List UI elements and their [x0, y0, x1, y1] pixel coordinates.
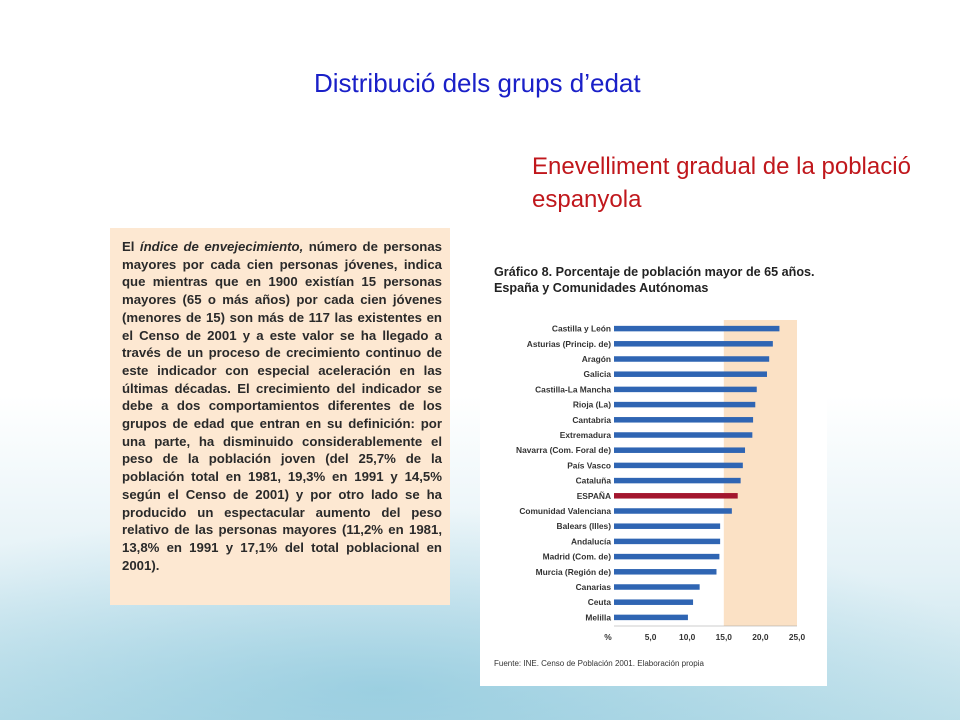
- bar-chart: Castilla y León Asturias (Princip. de) Ara…: [516, 320, 806, 642]
- highlight-band: [723, 320, 797, 626]
- category-label-12: Comunidad Valenciana: [519, 506, 611, 516]
- bar-15: [614, 553, 720, 560]
- bar-4: [614, 386, 757, 393]
- category-label-11: ESPAÑA: [577, 491, 611, 501]
- bar-19: [614, 614, 688, 621]
- category-label-14: Andalucía: [571, 536, 611, 546]
- bar-2: [614, 356, 770, 362]
- category-label-9: País Vasco: [567, 460, 611, 470]
- category-label-1: Asturias (Princip. de): [527, 339, 611, 349]
- x-tick-label-2: 15,0: [716, 632, 733, 642]
- bar-10: [614, 477, 741, 484]
- category-label-15: Madrid (Com. de): [543, 552, 612, 562]
- chart-source: Fuente: INE. Censo de Población 2001. El…: [494, 659, 704, 668]
- chart-card: Gráfico 8. Porcentaje de población mayor…: [480, 250, 827, 686]
- category-label-10: Cataluña: [576, 476, 612, 486]
- x-tick-label-1: 10,0: [679, 632, 696, 642]
- x-unit-label: %: [604, 632, 612, 642]
- category-label-2: Aragón: [582, 354, 611, 364]
- bar-14: [614, 538, 721, 545]
- slide-title: Distribució dels grups d’edat: [314, 68, 641, 98]
- bar-12: [614, 508, 732, 514]
- bar-13: [614, 523, 721, 529]
- x-tick-label-0: 5,0: [645, 632, 657, 642]
- category-label-3: Galicia: [584, 369, 612, 379]
- slide-subtitle: Enevelliment gradual de la població espa…: [532, 153, 911, 213]
- x-tick-label-4: 25,0: [789, 632, 806, 642]
- category-label-18: Ceuta: [588, 597, 612, 607]
- category-label-13: Balears (Illes): [557, 521, 612, 531]
- chart-title: Gráfico 8. Porcentaje de población mayor…: [494, 265, 815, 295]
- category-label-7: Extremadura: [560, 430, 612, 440]
- x-tick-label-3: 20,0: [752, 632, 769, 642]
- bar-5: [614, 401, 756, 408]
- bar-1: [614, 341, 773, 347]
- category-label-0: Castilla y León: [552, 324, 611, 334]
- category-label-8: Navarra (Com. Foral de): [516, 445, 611, 455]
- bar-18: [614, 599, 694, 605]
- bar-17: [614, 584, 700, 590]
- category-label-4: Castilla-La Mancha: [535, 384, 611, 394]
- category-label-16: Murcia (Región de): [536, 567, 612, 577]
- bar-0: [614, 325, 780, 332]
- category-label-19: Melilla: [585, 612, 611, 622]
- excerpt-lead: El: [122, 239, 140, 254]
- bar-16: [614, 569, 717, 575]
- bar-8: [614, 447, 746, 453]
- bar-6: [614, 417, 754, 423]
- excerpt-term: índice de envejecimiento,: [139, 239, 304, 254]
- bar-3: [614, 371, 767, 377]
- excerpt-text: número de personas mayores por cada cien…: [122, 239, 442, 573]
- category-label-5: Rioja (La): [573, 400, 611, 410]
- bar-11: [614, 493, 738, 499]
- bar-7: [614, 432, 753, 438]
- category-label-6: Cantabria: [572, 415, 611, 425]
- aging-index-excerpt: El índice de envejecimiento, número de p…: [110, 228, 450, 605]
- category-label-17: Canarias: [576, 582, 612, 592]
- bar-9: [614, 462, 743, 469]
